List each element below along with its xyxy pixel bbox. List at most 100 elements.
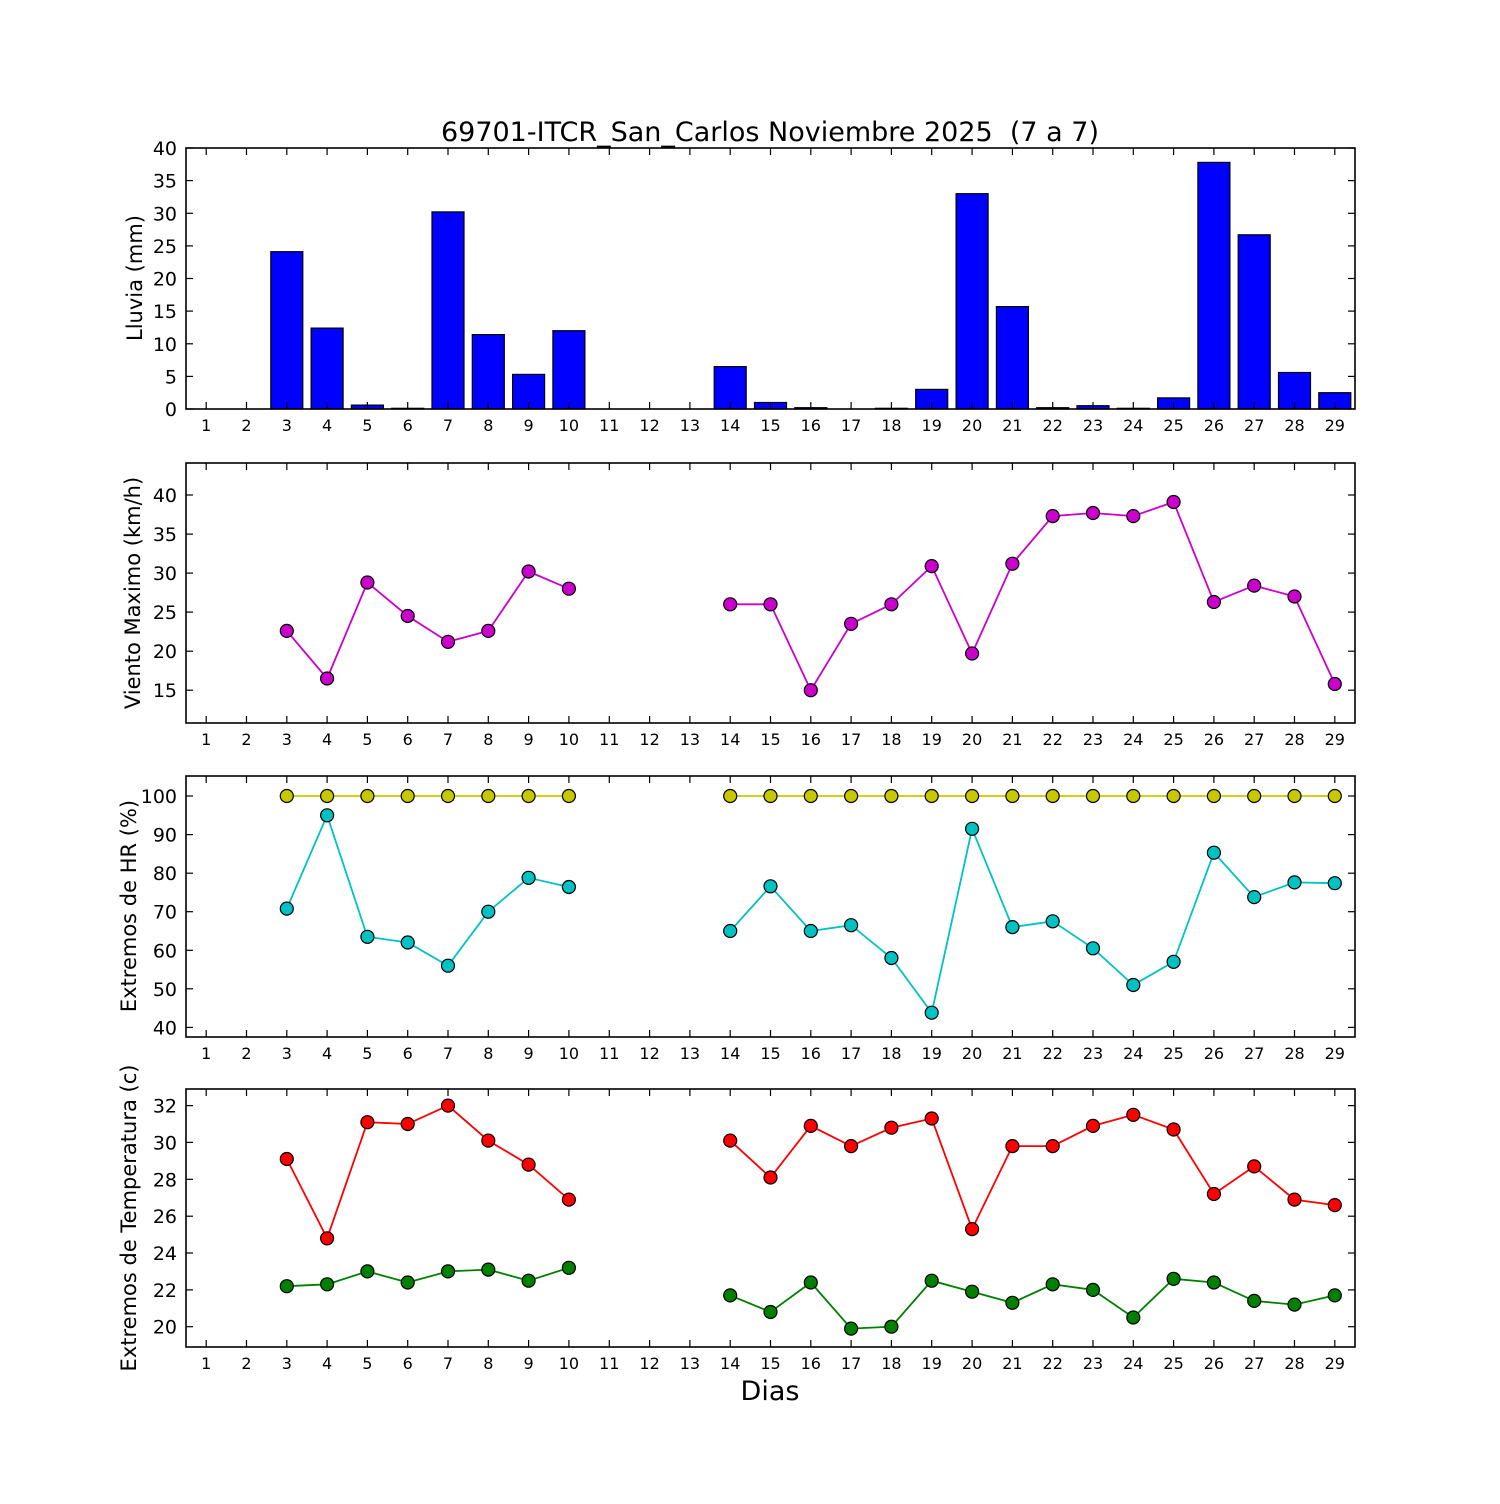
- hr-minima-point: [360, 929, 375, 944]
- hr-maxima-point: [360, 788, 375, 804]
- x-tick-label: 24: [1123, 416, 1143, 435]
- x-tick-label: 16: [801, 1354, 821, 1373]
- x-tick-label: 29: [1325, 1044, 1345, 1063]
- x-tick-label: 9: [524, 1354, 534, 1373]
- rain-y-axis-label: Lluvia (mm): [123, 215, 147, 341]
- rain-bar: [713, 366, 747, 410]
- hr-maxima-point: [1045, 788, 1060, 804]
- x-tick-label: 13: [680, 416, 700, 435]
- viento-maximo-point: [723, 597, 738, 612]
- rain-bar: [1237, 234, 1271, 410]
- x-tick-label: 14: [720, 416, 740, 435]
- y-tick-label: 10: [153, 334, 177, 356]
- hr-maxima-point: [763, 788, 778, 804]
- temperatura-maxima-point: [1247, 1159, 1262, 1174]
- viento-maximo-line: [730, 500, 1336, 693]
- y-tick-label: 90: [153, 825, 177, 847]
- x-tick-label: 3: [282, 1044, 292, 1063]
- x-tick-label: 26: [1204, 1044, 1224, 1063]
- x-tick-label: 24: [1123, 1044, 1143, 1063]
- temperatura-maxima-point: [1327, 1197, 1342, 1213]
- x-tick-label: 1: [201, 1354, 211, 1373]
- x-tick-label: 7: [443, 730, 453, 749]
- y-tick-label: 24: [153, 1243, 177, 1265]
- temperatura-maxima-point: [1085, 1118, 1101, 1134]
- humidity-panel: 1 2 3 4 5 6 7 8 9 10 11 12 13 14 15 16 17 18 19 20 21 22 23 24 2…: [141, 775, 1356, 1063]
- hr-maxima-point: [964, 788, 980, 804]
- temperatura-minima-point: [1005, 1295, 1020, 1310]
- x-tick-label: 19: [922, 1044, 942, 1063]
- temperatura-minima-point: [320, 1277, 335, 1292]
- y-tick-label: 20: [153, 269, 177, 291]
- temperatura-maxima-point: [1166, 1122, 1181, 1137]
- x-tick-label: 22: [1043, 416, 1063, 435]
- x-tick-label: 8: [483, 1044, 493, 1063]
- x-tick-label: 1: [201, 730, 211, 749]
- temperatura-minima-line: [729, 1277, 1336, 1330]
- x-axis-label: Dias: [741, 1376, 800, 1407]
- x-tick-label: 24: [1123, 1354, 1143, 1373]
- hr-maxima-point: [803, 788, 818, 804]
- viento-maximo-point: [561, 581, 577, 596]
- hr-minima-point: [964, 821, 980, 836]
- viento-maximo-point: [400, 608, 415, 624]
- x-tick-label: 22: [1043, 730, 1063, 749]
- x-tick-label: 17: [841, 1044, 861, 1063]
- x-tick-label: 25: [1163, 1354, 1183, 1373]
- x-tick-label: 19: [922, 730, 942, 749]
- x-tick-label: 18: [881, 1044, 901, 1063]
- temperatura-maxima-point: [1287, 1192, 1302, 1207]
- y-tick-label: 30: [153, 203, 177, 225]
- x-tick-label: 21: [1002, 1044, 1022, 1063]
- hr-minima-point: [481, 904, 496, 919]
- x-tick-label: 15: [760, 416, 780, 435]
- x-tick-label: 27: [1244, 730, 1264, 749]
- temperatura-maxima-line: [285, 1104, 570, 1241]
- x-tick-label: 26: [1204, 730, 1224, 749]
- x-tick-label: 20: [962, 730, 982, 749]
- x-tick-label: 4: [322, 416, 332, 435]
- x-tick-label: 17: [841, 730, 861, 749]
- hr-maxima-point: [1085, 788, 1101, 804]
- temperatura-minima-point: [1247, 1293, 1262, 1309]
- viento-maximo-point: [1005, 556, 1020, 571]
- x-tick-label: 18: [881, 1354, 901, 1373]
- hr-minima-point: [924, 1005, 939, 1020]
- y-tick-label: 80: [153, 863, 177, 885]
- temperatura-maxima-point: [843, 1138, 859, 1154]
- hr-minima-line: [729, 825, 1335, 1015]
- viento-maximo-point: [279, 623, 294, 639]
- hr-minima-point: [1327, 876, 1342, 891]
- x-tick-label: 8: [483, 416, 493, 435]
- temperatura-minima-point: [843, 1321, 859, 1336]
- hr-maxima-point: [1206, 788, 1222, 804]
- x-tick-label: 25: [1163, 416, 1183, 435]
- x-tick-label: 5: [362, 730, 372, 749]
- rain-bar: [310, 327, 344, 410]
- temperatura-minima-point: [279, 1279, 294, 1294]
- viento-maximo-point: [1247, 578, 1262, 593]
- y-tick-label: 0: [165, 399, 177, 421]
- viento-maximo-point: [1085, 505, 1101, 521]
- figure-title: 69701-ITCR_San_Carlos Noviembre 2025 (7 …: [441, 117, 1099, 148]
- x-tick-label: 24: [1123, 730, 1143, 749]
- temperatura-minima-point: [763, 1304, 778, 1320]
- temperatura-maxima-point: [1005, 1138, 1020, 1154]
- x-tick-label: 13: [680, 1354, 700, 1373]
- temperatura-minima-point: [803, 1275, 818, 1290]
- x-tick-label: 19: [922, 416, 942, 435]
- temperatura-minima-point: [521, 1273, 536, 1288]
- hr-maxima-point: [843, 788, 859, 804]
- x-tick-label: 28: [1284, 416, 1304, 435]
- temperatura-minima-point: [481, 1262, 496, 1277]
- temperatura-maxima-point: [481, 1133, 496, 1148]
- y-tick-label: 22: [153, 1280, 177, 1302]
- rain-bar: [471, 334, 505, 410]
- viento-maximo-point: [1327, 676, 1342, 692]
- hr-minima-point: [1206, 845, 1222, 860]
- x-tick-label: 14: [720, 1354, 740, 1373]
- hr-minima-point: [400, 935, 415, 950]
- x-tick-label: 2: [241, 1044, 251, 1063]
